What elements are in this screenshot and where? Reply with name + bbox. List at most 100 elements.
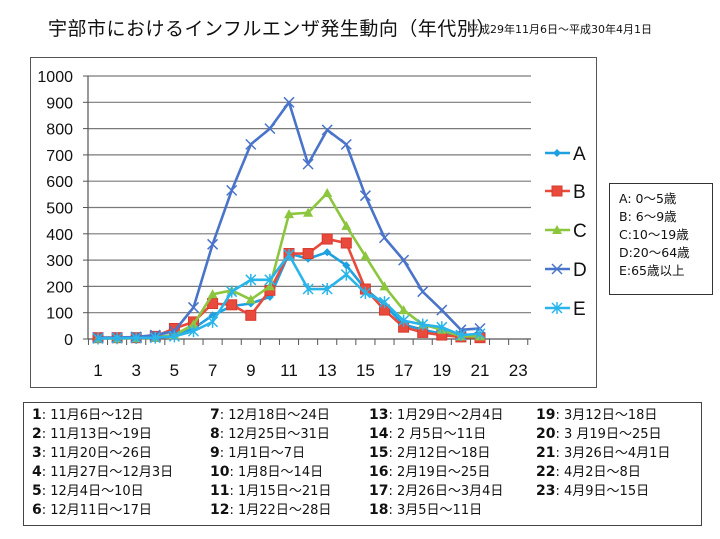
data-point xyxy=(455,329,467,342)
week-number: 21 xyxy=(536,445,556,461)
week-number: 20 xyxy=(536,426,556,442)
week-number: 3 xyxy=(32,445,42,461)
legend-label: E xyxy=(573,299,586,320)
data-point xyxy=(188,319,199,329)
gridlines xyxy=(83,75,531,340)
legend-label: D xyxy=(573,260,587,281)
data-point xyxy=(359,190,371,202)
week-number: 19 xyxy=(536,407,556,423)
legend-marker xyxy=(553,149,561,157)
data-point xyxy=(303,207,314,217)
x-tick-label: 23 xyxy=(509,361,528,380)
week-entry: 21: 3月26日～4月1日 xyxy=(536,442,670,461)
week-number: 1 xyxy=(32,407,42,423)
week-number: 17 xyxy=(369,483,389,499)
data-point xyxy=(342,261,351,270)
week-separator: : xyxy=(388,503,397,518)
week-number: 15 xyxy=(369,445,389,461)
week-separator: : xyxy=(41,484,51,499)
x-tick-label: 13 xyxy=(318,361,337,380)
data-point xyxy=(378,296,391,309)
week-number: 8 xyxy=(210,426,220,442)
data-point xyxy=(359,286,371,299)
data-point xyxy=(360,251,371,261)
week-entry: 17: 2月26日～3月4日 xyxy=(369,480,503,499)
data-point xyxy=(284,209,294,219)
week-number: 12 xyxy=(210,502,230,518)
week-entry: 4: 11月27日～12月3日 xyxy=(32,461,173,480)
data-point xyxy=(207,289,218,299)
data-point xyxy=(398,314,410,327)
week-date-range: 11月27日～12月3日 xyxy=(50,465,174,480)
data-point xyxy=(340,268,352,281)
data-point xyxy=(379,281,390,291)
week-entry: 13: 1月29日～2月4日 xyxy=(369,404,503,423)
legend-marker xyxy=(551,263,563,275)
y-tick-label: 800 xyxy=(46,122,73,139)
week-separator: : xyxy=(41,408,51,423)
week-number: 10 xyxy=(210,464,230,480)
data-point xyxy=(417,286,429,298)
x-axis: 1 3 5 7 9 11 13 15 17 19 21 23 xyxy=(87,338,531,380)
week-date-range: 3月5日～11日 xyxy=(397,503,483,518)
week-date-range: 12月25日～31日 xyxy=(228,427,330,442)
data-point xyxy=(245,294,256,304)
data-point xyxy=(436,304,448,316)
data-point xyxy=(302,158,314,170)
week-number: 9 xyxy=(210,445,220,461)
data-point xyxy=(226,285,238,298)
y-tick-label: 600 xyxy=(46,174,73,191)
y-tick-label: 0 xyxy=(64,332,73,349)
data-point xyxy=(207,238,219,250)
x-tick-label: 15 xyxy=(356,361,375,380)
week-separator: : xyxy=(219,446,229,461)
week-date-range: 3月26日～4月1日 xyxy=(564,446,671,461)
data-point xyxy=(340,138,352,150)
week-separator: : xyxy=(555,484,564,499)
x-tick-label: 19 xyxy=(432,361,451,380)
data-point xyxy=(187,325,200,338)
y-tick-label: 300 xyxy=(46,253,73,270)
week-date-range: 2月12日～18日 xyxy=(397,446,491,461)
chart-frame xyxy=(30,57,597,388)
week-date-range: 11月13日～19日 xyxy=(50,427,152,442)
week-date-range: 12月18日～24日 xyxy=(228,408,330,423)
y-tick-label: 1000 xyxy=(37,69,73,86)
week-number: 4 xyxy=(32,464,42,480)
data-point xyxy=(130,331,142,344)
age-group-key: A: 0～5歳 B: 6～9歳 C:10～19歳 D:20～64歳 E:65歳以… xyxy=(609,183,713,295)
week-date-range: 11月6日～12日 xyxy=(50,408,144,423)
week-entry: 1: 11月6日～12日 xyxy=(32,404,144,423)
week-date-range: 1月22日～28日 xyxy=(238,503,332,518)
week-number: 14 xyxy=(369,426,389,442)
week-entry: 18: 3月5日～11日 xyxy=(369,499,482,518)
week-entry: 3: 11月20日～26日 xyxy=(32,442,152,461)
week-separator: : xyxy=(388,446,397,461)
data-point xyxy=(283,96,295,108)
week-date-table: 1: 11月6日～12日 2: 11月13日～19日 3: 11月20日～26日 4:… xyxy=(23,402,702,526)
week-separator: : xyxy=(219,408,229,423)
week-separator: : xyxy=(41,427,51,442)
week-date-range: 3 月19日～25日 xyxy=(564,427,662,442)
data-point xyxy=(226,184,238,196)
week-date-range: 1月29日～2月4日 xyxy=(397,408,504,423)
data-point xyxy=(474,327,486,340)
data-point xyxy=(283,248,295,261)
week-date-range: 4月9日～15日 xyxy=(564,484,650,499)
week-entry: 10: 1月8日～14日 xyxy=(210,461,323,480)
week-number: 5 xyxy=(32,483,42,499)
week-entry: 9: 1月1日～7日 xyxy=(210,442,305,461)
legend-item-a: A xyxy=(545,144,586,165)
week-separator: : xyxy=(388,408,397,423)
data-point xyxy=(264,281,275,291)
data-point xyxy=(111,332,123,345)
data-point xyxy=(398,305,409,315)
legend-label: C xyxy=(573,221,587,242)
data-point xyxy=(207,315,219,328)
week-number: 6 xyxy=(32,502,42,518)
week-number: 7 xyxy=(210,407,220,423)
week-date-range: 12月11日～17日 xyxy=(50,503,152,518)
week-date-range: 2月19日～25日 xyxy=(397,465,491,480)
x-tick-label: 9 xyxy=(246,361,255,380)
